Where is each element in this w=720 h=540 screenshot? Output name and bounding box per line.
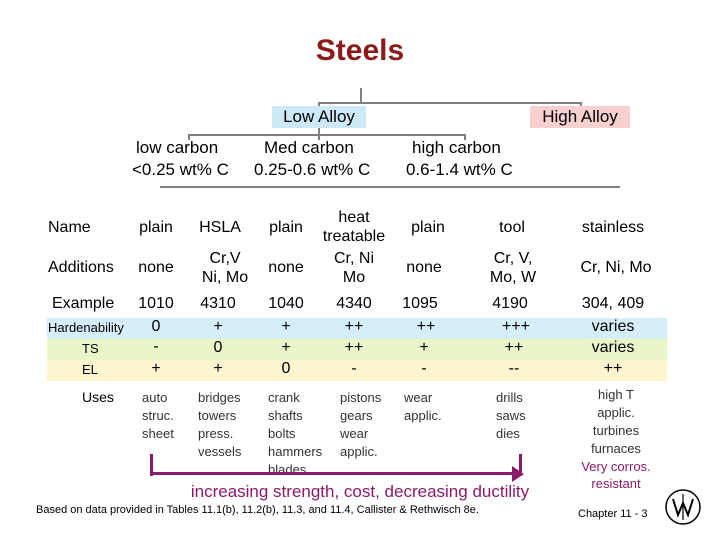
tree-line-low-down (318, 128, 320, 134)
cell-name: tool (499, 219, 525, 236)
arrow-end-bar (519, 454, 522, 476)
cell-uses: pistons gears wear applic. (340, 390, 382, 459)
row-label-ts: TS (82, 341, 99, 356)
tree-line-carbon (188, 134, 464, 136)
cell-additions: none (138, 259, 174, 276)
high-alloy-label: High Alloy (530, 106, 630, 128)
cell-ts: - (153, 338, 159, 355)
el-band (47, 360, 667, 381)
row-label-hardenability: Hardenability (48, 320, 124, 335)
cell-name: heat treatable (322, 209, 386, 245)
cell-example: 4190 (492, 295, 528, 312)
cell-ts: 0 (213, 339, 223, 356)
cell-ts: varies (591, 339, 635, 356)
cell-name: HSLA (199, 219, 241, 236)
cell-ts: + (281, 339, 291, 356)
cell-example: 1040 (268, 295, 304, 312)
cell-ts: ++ (504, 339, 524, 356)
cell-additions: Cr, Ni, Mo (580, 259, 652, 276)
tree-line-top (318, 102, 580, 104)
cell-uses: crank shafts bolts hammers blades (268, 390, 323, 477)
low-carbon-range: <0.25 wt% C (132, 160, 229, 179)
cell-el: - (351, 360, 357, 377)
tree-line-lc (188, 134, 190, 140)
caption: increasing strength, cost, decreasing du… (190, 482, 530, 501)
low-carbon-name: low carbon (136, 138, 219, 157)
cell-el: + (151, 360, 161, 377)
cell-uses: bridges towers press. vessels (198, 390, 242, 459)
row-label-name: Name (48, 219, 91, 236)
cell-example: 4340 (336, 295, 372, 312)
arrow-head-icon (512, 466, 524, 482)
row-label-el: EL (82, 362, 98, 377)
cell-hardenability: varies (591, 318, 635, 335)
high-carbon-name: high carbon (412, 138, 501, 157)
row-label-uses: Uses (82, 389, 114, 405)
cell-example: 1095 (402, 295, 438, 312)
cell-name: plain (139, 219, 173, 236)
ts-band (47, 339, 667, 360)
low-alloy-label: Low Alloy (272, 106, 366, 128)
cell-hardenability: ++ (344, 318, 364, 335)
page-footer: Chapter 11 - 3 (578, 508, 648, 520)
wiley-logo-icon (665, 489, 701, 525)
cell-additions: none (406, 259, 442, 276)
cell-el: -- (508, 360, 520, 377)
cell-additions: Cr, Ni Mo (334, 250, 374, 286)
cell-example: 304, 409 (581, 295, 645, 312)
cell-hardenability: +++ (501, 318, 531, 335)
cell-uses: wear applic. (404, 390, 442, 423)
hardenability-band (47, 318, 667, 339)
cell-additions: Cr,V Ni, Mo (201, 250, 249, 286)
cell-uses: drills saws dies (496, 390, 526, 441)
cell-el: ++ (603, 360, 623, 377)
cell-ts: ++ (344, 339, 364, 356)
cell-el: - (421, 360, 427, 377)
cell-name: stainless (581, 219, 645, 236)
cell-name: plain (411, 219, 445, 236)
tree-line-columns (160, 186, 620, 188)
high-alloy-uses: high T applic. turbines furnaces (591, 387, 641, 456)
arrow-shaft (150, 472, 516, 475)
source-note: Based on data provided in Tables 11.1(b)… (36, 504, 479, 516)
cell-ts: + (419, 339, 429, 356)
cell-hardenability: ++ (416, 318, 436, 335)
tree-line-root (360, 88, 362, 102)
cell-hardenability: 0 (151, 318, 161, 335)
tree-line-low (318, 102, 320, 108)
cell-hardenability: + (213, 318, 223, 335)
cell-name: plain (269, 219, 303, 236)
tree-line-high (580, 102, 582, 108)
cell-example: 1010 (138, 295, 174, 312)
cell-additions: Cr, V, Mo, W (489, 250, 537, 286)
high-carbon-range: 0.6-1.4 wt% C (406, 160, 513, 179)
row-label-example: Example (52, 295, 115, 312)
cell-el: 0 (281, 360, 291, 377)
page-title: Steels (315, 34, 405, 67)
cell-example: 4310 (200, 295, 236, 312)
high-alloy-uses-highlight: Very corros. resistant (581, 459, 651, 491)
med-carbon-name: Med carbon (264, 138, 354, 157)
arrow-start-bar (150, 454, 153, 476)
cell-additions: none (268, 259, 304, 276)
med-carbon-range: 0.25-0.6 wt% C (254, 160, 371, 179)
cell-hardenability: + (281, 318, 291, 335)
tree-line-hc (464, 134, 466, 140)
cell-el: + (213, 360, 223, 377)
row-label-additions: Additions (48, 259, 114, 276)
cell-uses: auto struc. sheet (142, 390, 174, 441)
tree-line-mc (318, 134, 320, 140)
